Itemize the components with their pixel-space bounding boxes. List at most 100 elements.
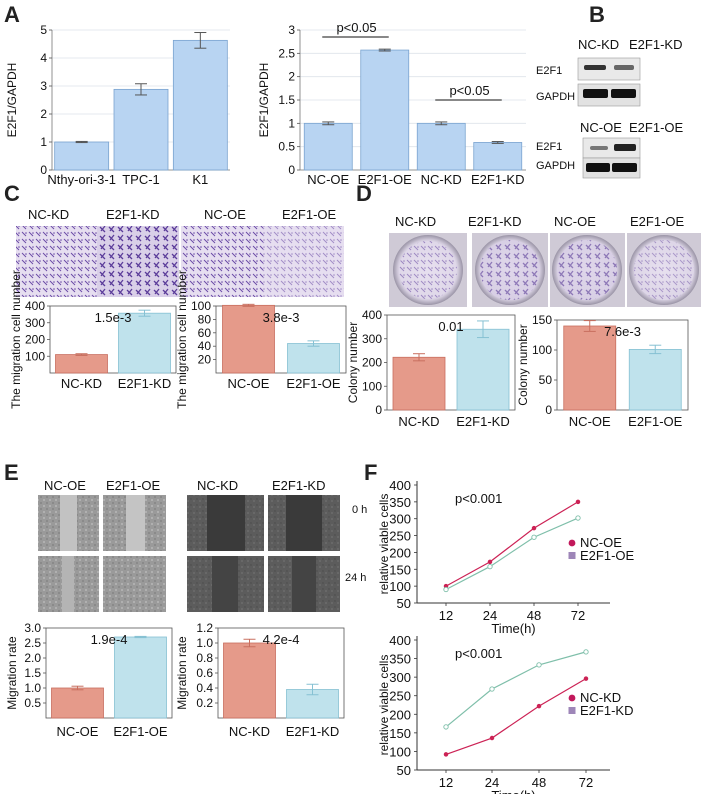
blot-oe-header-e2f1: E2F1-OE [629,120,684,135]
y-axis-label: Colony number [346,322,360,403]
bar-chart-e1: 0.51.01.52.02.53.0 Migration rate NC-OE E2F… [5,621,173,739]
y-tick-label: 50 [397,596,411,611]
p-value-label: 0.01 [438,319,463,334]
bar [172,39,228,171]
category-label: E2F1-OE [628,414,683,429]
y-tick-label: 100 [532,343,552,357]
y-tick-label: 350 [389,652,411,667]
wound-header-nc-oe: NC-OE [44,478,86,493]
y-tick-label: 2.0 [24,651,41,665]
x-axis-label: Time(h) [491,621,535,636]
y-axis-label: E2F1/GAPDH [5,63,19,138]
y-tick-label: 250 [389,529,411,544]
bar [51,687,104,719]
category-label: Nthy-ori-3-1 [47,172,116,187]
y-tick-label: 2.5 [278,46,295,60]
blot-band [590,146,608,150]
y-tick-label: 100 [389,579,411,594]
y-tick-label: 2.5 [24,636,41,650]
y-tick-label: 150 [532,313,552,327]
y-tick-label: 100 [389,744,411,759]
bar-chart-a2: 0 0.5 1 1.5 2 2.5 3 E2F1/GAPDH NC-OE E2F1-OE NC-KD… [257,20,526,187]
y-tick-label: 0 [545,403,552,417]
y-tick-label: 60 [198,326,212,340]
legend-marker [568,707,576,714]
wound-header-nc-kd: NC-KD [197,478,238,493]
y-tick-label: 1.5 [24,666,41,680]
y-tick-label: 300 [362,332,382,346]
category-label: NC-KD [421,172,462,187]
p-value-label: 1.9e-4 [91,632,128,647]
blot-kd-header-e2f1: E2F1-KD [629,37,682,52]
legend-label: E2F1-KD [580,703,633,718]
y-axis-label: The migration cell number [9,270,23,409]
category-label: E2F1-OE [358,172,413,187]
y-tick-label: 3.0 [24,621,41,635]
data-point [443,752,449,757]
y-axis-label: Migration rate [175,636,189,710]
blot-band [614,65,634,70]
data-point [487,563,493,570]
series-line [445,651,587,728]
panel-label-a: A [4,2,20,27]
data-point [531,534,537,540]
bar [473,142,523,171]
blot-band [584,65,606,70]
y-tick-label: 2 [288,70,295,84]
transwell-image [16,226,97,297]
legend-label: E2F1-OE [580,548,635,563]
data-point [487,559,493,565]
x-tick-label: 12 [439,775,453,790]
p-value-label: 1.5e-3 [95,310,132,325]
series-line [445,517,579,591]
bar [55,354,108,374]
y-axis-label: relative viable cells [377,494,391,595]
y-tick-label: 150 [389,726,411,741]
x-tick-label: 48 [532,775,546,790]
plot-frame [215,305,347,374]
y-tick-label: 300 [389,670,411,685]
category-label: NC-KD [61,376,102,391]
legend-label: NC-KD [580,690,621,705]
y-tick-label: 100 [25,349,45,363]
p-value-label: p<0.05 [336,20,376,35]
y-tick-label: 0.2 [196,696,213,710]
p-value-label: p<0.001 [455,491,502,506]
y-tick-label: 400 [362,308,382,322]
y-tick-label: 3 [288,23,295,37]
data-point [443,586,449,593]
transwell-header-nc-oe: NC-OE [204,207,246,222]
y-tick-label: 5 [40,23,47,37]
p-value-label: p<0.001 [455,646,502,661]
data-point [536,703,542,709]
y-axis-label: E2F1/GAPDH [257,63,271,138]
x-axis-label: Time(h) [491,788,535,794]
y-tick-label: 0.5 [278,140,295,154]
bar [114,636,167,719]
y-tick-label: 1.5 [278,93,295,107]
p-value-label: 3.8e-3 [263,310,300,325]
bar [303,122,353,171]
bar [392,356,446,411]
bar [287,343,340,374]
transwell-header-nc-kd: NC-KD [28,207,69,222]
category-label: NC-OE [307,172,349,187]
y-tick-label: 350 [389,495,411,510]
wound-time-24h: 24 h [345,572,366,584]
y-tick-label: 3 [40,79,47,93]
colony-header-e2f1-oe: E2F1-OE [630,214,685,229]
y-axis-label: Colony number [516,324,530,405]
series-line [445,501,579,587]
data-point [583,676,589,681]
bar-chart-a1: 0 1 2 3 4 5 E2F1/GAPDH Nthy-ori-3-1 TPC-1 K1 [5,23,230,187]
colony-header-nc-oe: NC-OE [554,214,596,229]
y-tick-label: 50 [539,373,553,387]
y-tick-label: 200 [389,545,411,560]
data-point [531,525,537,531]
blot-oe-header-nc: NC-OE [580,120,622,135]
bar [222,304,275,374]
y-tick-label: 2 [40,107,47,121]
